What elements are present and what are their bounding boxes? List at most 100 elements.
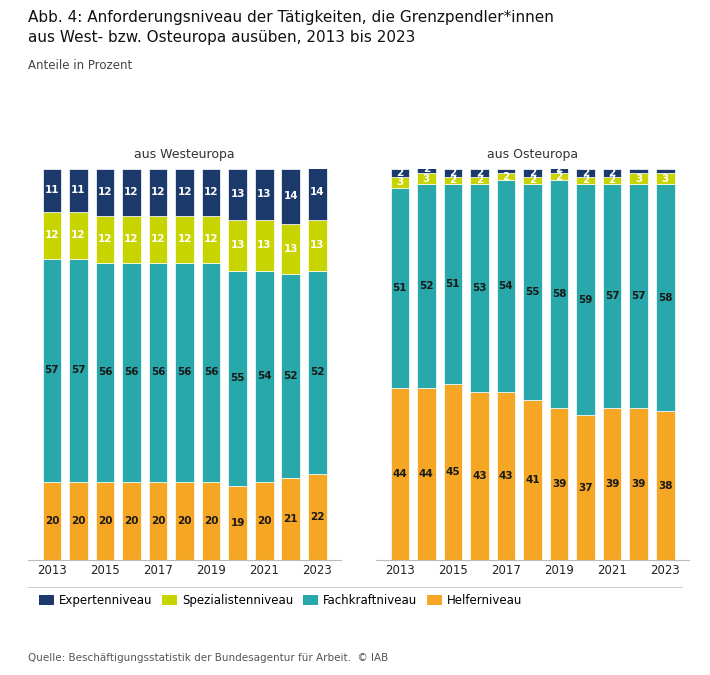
Text: 45: 45 [446,467,460,477]
Bar [391,177,409,188]
Text: 12: 12 [124,187,138,197]
Bar [281,169,300,223]
Bar [43,212,61,259]
Bar [444,384,462,560]
Bar [229,219,247,271]
Text: 19: 19 [231,518,245,528]
Text: 52: 52 [283,371,298,381]
Bar [391,169,409,177]
Bar [629,184,648,408]
Text: Anteile in Prozent: Anteile in Prozent [28,59,133,72]
Text: 14: 14 [310,187,324,197]
Bar [391,188,409,388]
Text: 2: 2 [476,167,483,178]
Text: 12: 12 [204,187,219,197]
Bar [577,184,595,415]
Bar [281,478,300,560]
Legend: Expertenniveau, Spezialistenniveau, Fachkraftniveau, Helferniveau: Expertenniveau, Spezialistenniveau, Fach… [34,589,527,612]
Text: 2: 2 [529,167,536,178]
Bar [603,408,621,560]
Text: 13: 13 [257,189,271,199]
Text: 39: 39 [631,479,646,489]
Text: 12: 12 [45,230,59,240]
Text: 58: 58 [552,289,567,299]
Text: 54: 54 [257,371,271,381]
Bar [444,169,462,177]
Bar [656,173,674,184]
Text: 13: 13 [257,240,271,250]
Text: 56: 56 [204,367,219,377]
Bar [122,216,141,263]
Bar [629,173,648,184]
Bar [470,392,488,560]
Bar [175,216,194,263]
Bar [497,173,515,180]
Text: 58: 58 [658,293,672,303]
Text: Abb. 4: Anforderungsniveau der Tätigkeiten, die Grenzpendler*innen: Abb. 4: Anforderungsniveau der Tätigkeit… [28,10,555,25]
Text: 57: 57 [631,291,646,301]
Text: 56: 56 [124,367,138,377]
Text: 53: 53 [472,283,486,293]
Bar [255,219,273,271]
Bar [69,482,88,560]
Bar [229,271,247,486]
Bar [417,165,436,173]
Bar [202,482,220,560]
Text: 56: 56 [178,367,192,377]
Bar [96,169,114,216]
Text: 43: 43 [498,471,513,481]
Bar [629,408,648,560]
Text: 56: 56 [151,367,165,377]
Bar [497,392,515,560]
Bar [523,184,542,400]
Text: 39: 39 [605,479,619,489]
Bar [122,169,141,216]
Bar [603,184,621,408]
Text: 20: 20 [151,516,165,526]
Bar [308,271,327,474]
Text: 12: 12 [178,187,192,197]
Text: 51: 51 [393,283,407,293]
Bar [603,177,621,184]
Bar [255,271,273,482]
Text: 11: 11 [45,185,59,195]
Bar [656,169,674,173]
Bar [149,169,168,216]
Title: aus Westeuropa: aus Westeuropa [134,148,235,161]
Bar [43,259,61,482]
Bar [497,169,515,173]
Text: 3: 3 [662,173,669,184]
Bar [577,177,595,184]
Bar [523,169,542,177]
Text: 13: 13 [231,240,245,250]
Text: 2: 2 [396,167,403,178]
Bar [550,165,568,173]
Bar [149,263,168,482]
Text: 57: 57 [45,365,59,375]
Text: 12: 12 [98,234,112,244]
Text: 2: 2 [476,176,483,186]
Bar [175,169,194,216]
Bar [308,165,327,219]
Bar [417,184,436,388]
Text: 39: 39 [552,479,567,489]
Bar [470,169,488,177]
Bar [308,219,327,271]
Bar [470,177,488,184]
Text: 43: 43 [472,471,487,481]
Text: 55: 55 [525,287,540,297]
Bar [149,482,168,560]
Bar [69,212,88,259]
Bar [523,177,542,184]
Text: 57: 57 [71,365,86,375]
Text: 41: 41 [525,475,540,485]
Text: 2: 2 [582,176,589,186]
Bar [96,482,114,560]
Text: 51: 51 [446,279,460,290]
Text: 20: 20 [204,516,219,526]
Text: 12: 12 [98,187,112,197]
Bar [470,184,488,392]
Text: 44: 44 [393,469,407,479]
Text: 2: 2 [449,176,457,186]
Text: 54: 54 [498,281,513,291]
